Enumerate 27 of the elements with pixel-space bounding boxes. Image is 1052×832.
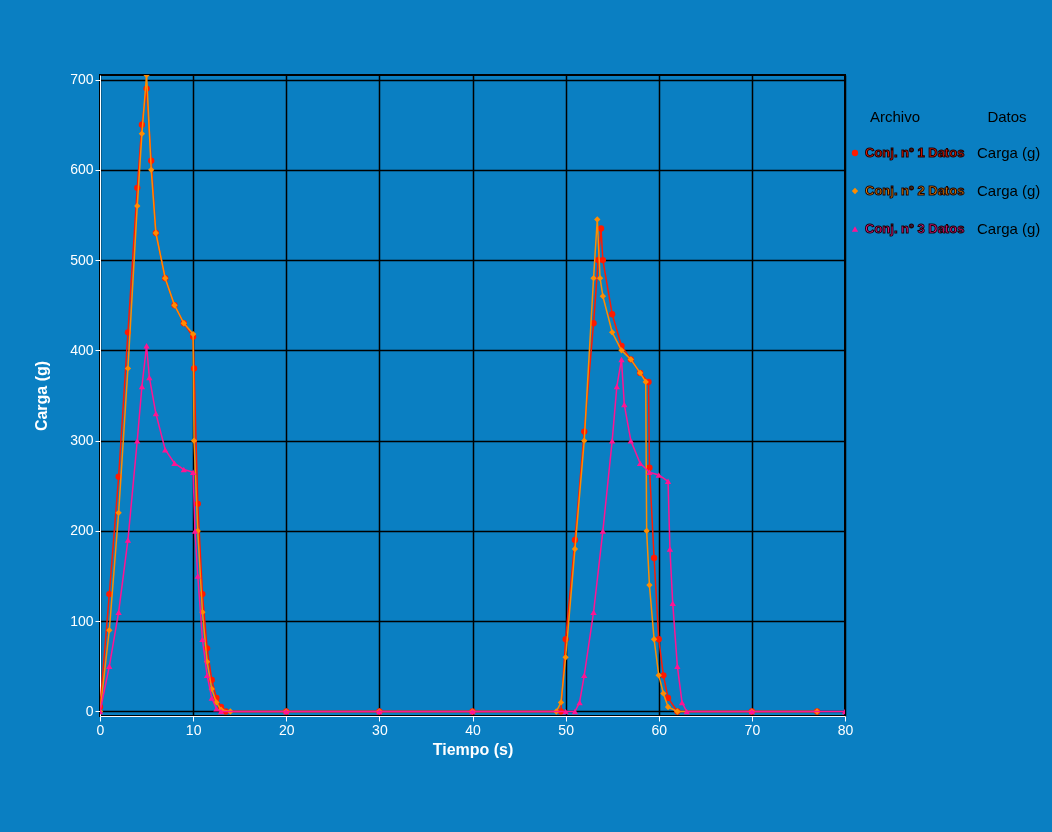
text: Carga (g)	[977, 220, 1041, 237]
text: Carga (g)	[977, 182, 1041, 199]
x-tick-label: 70	[744, 721, 761, 738]
y-axis-title: Carga (g)	[33, 360, 51, 432]
y-tick-label: 700	[70, 71, 94, 88]
y-tick-label: 500	[70, 251, 94, 268]
legend-label: Conj. nº 3 Datos	[865, 221, 965, 236]
legend-label: Conj. nº 1 Datos	[865, 145, 965, 160]
legend-title: Archivo	[869, 108, 921, 125]
x-tick-label: 40	[465, 721, 481, 738]
legend-label: Conj. nº 2 Datos	[865, 183, 965, 198]
y-tick-label: 0	[85, 702, 94, 719]
text: Datos	[987, 108, 1027, 125]
x-axis-title: Tiempo (s)	[432, 740, 514, 758]
x-tick-label: 60	[651, 721, 668, 738]
x-tick-label: 50	[558, 721, 575, 738]
y-tick-label: 300	[70, 432, 94, 449]
x-tick-label: 80	[837, 721, 854, 738]
x-tick-label: 10	[185, 721, 202, 738]
x-tick-label: 30	[372, 721, 388, 738]
text: Carga (g)	[977, 144, 1041, 161]
y-tick-label: 100	[70, 612, 94, 629]
x-tick-label: 20	[278, 721, 295, 738]
x-tick-label: 0	[96, 721, 105, 738]
y-tick-label: 200	[70, 522, 94, 539]
y-tick-label: 600	[70, 161, 94, 178]
y-tick-label: 400	[70, 341, 94, 358]
